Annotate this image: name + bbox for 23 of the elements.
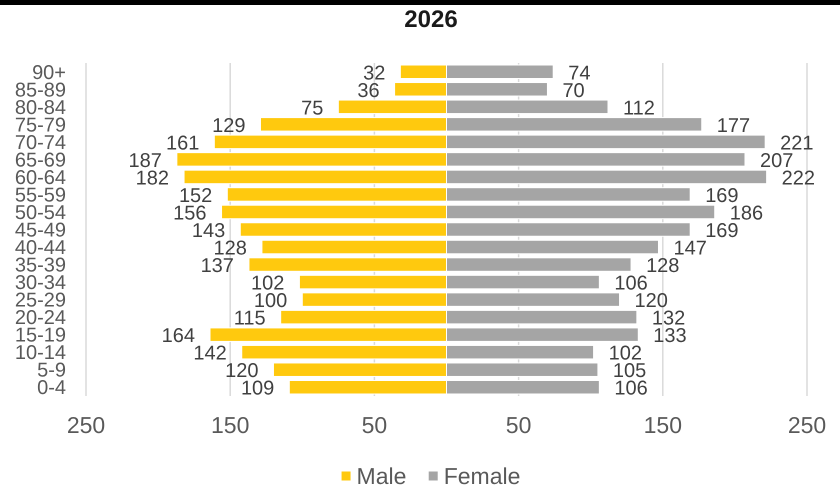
chart-title: 2026 — [404, 6, 458, 33]
data-label: 129 — [212, 114, 246, 137]
data-label: 133 — [653, 325, 687, 348]
data-label: 128 — [646, 255, 680, 278]
data-label: 106 — [614, 378, 648, 400]
data-label: 177 — [716, 114, 750, 137]
data-label: 109 — [240, 378, 274, 400]
data-label: 137 — [200, 255, 234, 278]
data-label: 115 — [234, 308, 266, 330]
legend-label: Female — [444, 463, 520, 487]
legend-label: Male — [356, 463, 406, 487]
x-tick-label: 250 — [66, 412, 106, 438]
y-tick-label: 0-4 — [37, 377, 66, 400]
data-label: 112 — [623, 97, 655, 120]
data-label: 75 — [301, 97, 324, 120]
data-label: 142 — [193, 342, 227, 365]
data-label: 164 — [162, 325, 196, 348]
x-tick-label: 150 — [211, 412, 250, 438]
x-tick-label: 250 — [788, 412, 826, 438]
data-label: 161 — [166, 132, 200, 154]
x-tick-label: 50 — [362, 412, 388, 438]
x-tick-label: 150 — [644, 412, 682, 438]
x-tick-label: 50 — [506, 412, 532, 438]
